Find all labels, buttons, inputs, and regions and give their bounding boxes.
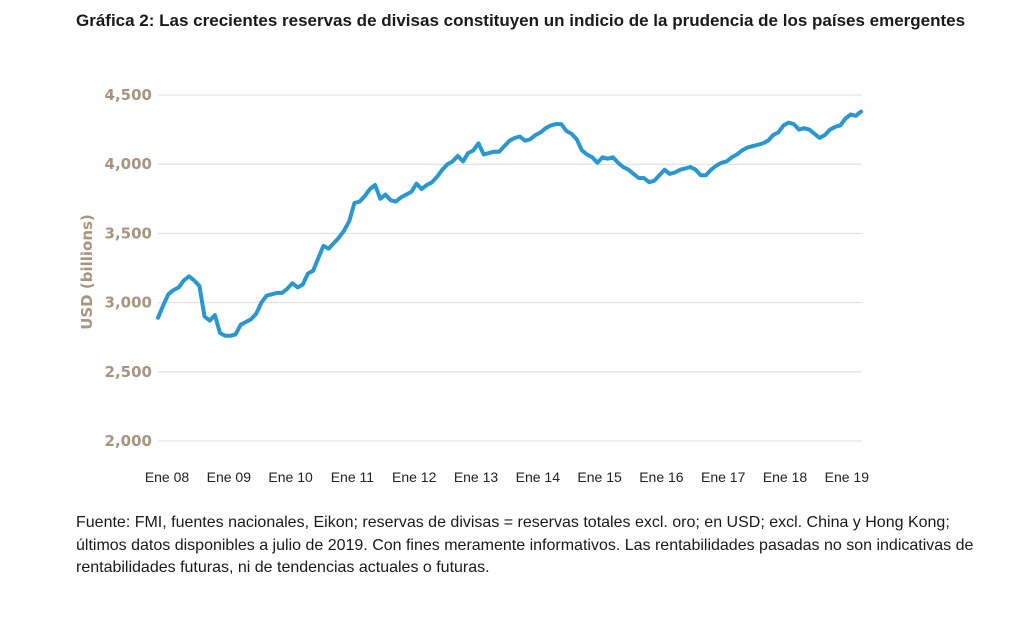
x-tick-label: Ene 16 [639, 469, 684, 485]
x-tick-label: Ene 15 [577, 469, 622, 485]
x-tick-label: Ene 19 [825, 469, 870, 485]
x-axis-ticks: Ene 08 Ene 09 Ene 10 Ene 11 Ene 12 Ene 13 Ene … [145, 469, 869, 485]
y-tick-label: 4,500 [105, 86, 152, 104]
x-tick-label: Ene 12 [392, 469, 437, 485]
x-tick-label: Ene 14 [516, 469, 561, 485]
x-tick-label: Ene 09 [207, 469, 252, 485]
y-axis-ticks: 4,500 4,000 3,500 3,000 2,500 2,000 [105, 86, 152, 450]
x-tick-label: Ene 08 [145, 469, 190, 485]
x-tick-label: Ene 17 [701, 469, 746, 485]
y-tick-label: 2,000 [105, 432, 152, 450]
y-tick-label: 3,000 [105, 294, 152, 312]
x-tick-label: Ene 11 [331, 469, 375, 485]
source-note: Fuente: FMI, fuentes nacionales, Eikon; … [76, 514, 974, 576]
gridlines [158, 94, 862, 442]
y-tick-label: 4,000 [105, 155, 152, 173]
y-axis-label: USD (billions) [78, 214, 96, 330]
x-tick-label: Ene 10 [268, 469, 313, 485]
y-tick-label: 3,500 [105, 224, 152, 242]
x-tick-label: Ene 18 [763, 469, 808, 485]
x-tick-label: Ene 13 [454, 469, 499, 485]
chart-title: Gráfica 2: Las crecientes reservas de di… [76, 11, 966, 30]
series-line-reserves [156, 109, 863, 338]
y-tick-label: 2,500 [105, 363, 152, 381]
